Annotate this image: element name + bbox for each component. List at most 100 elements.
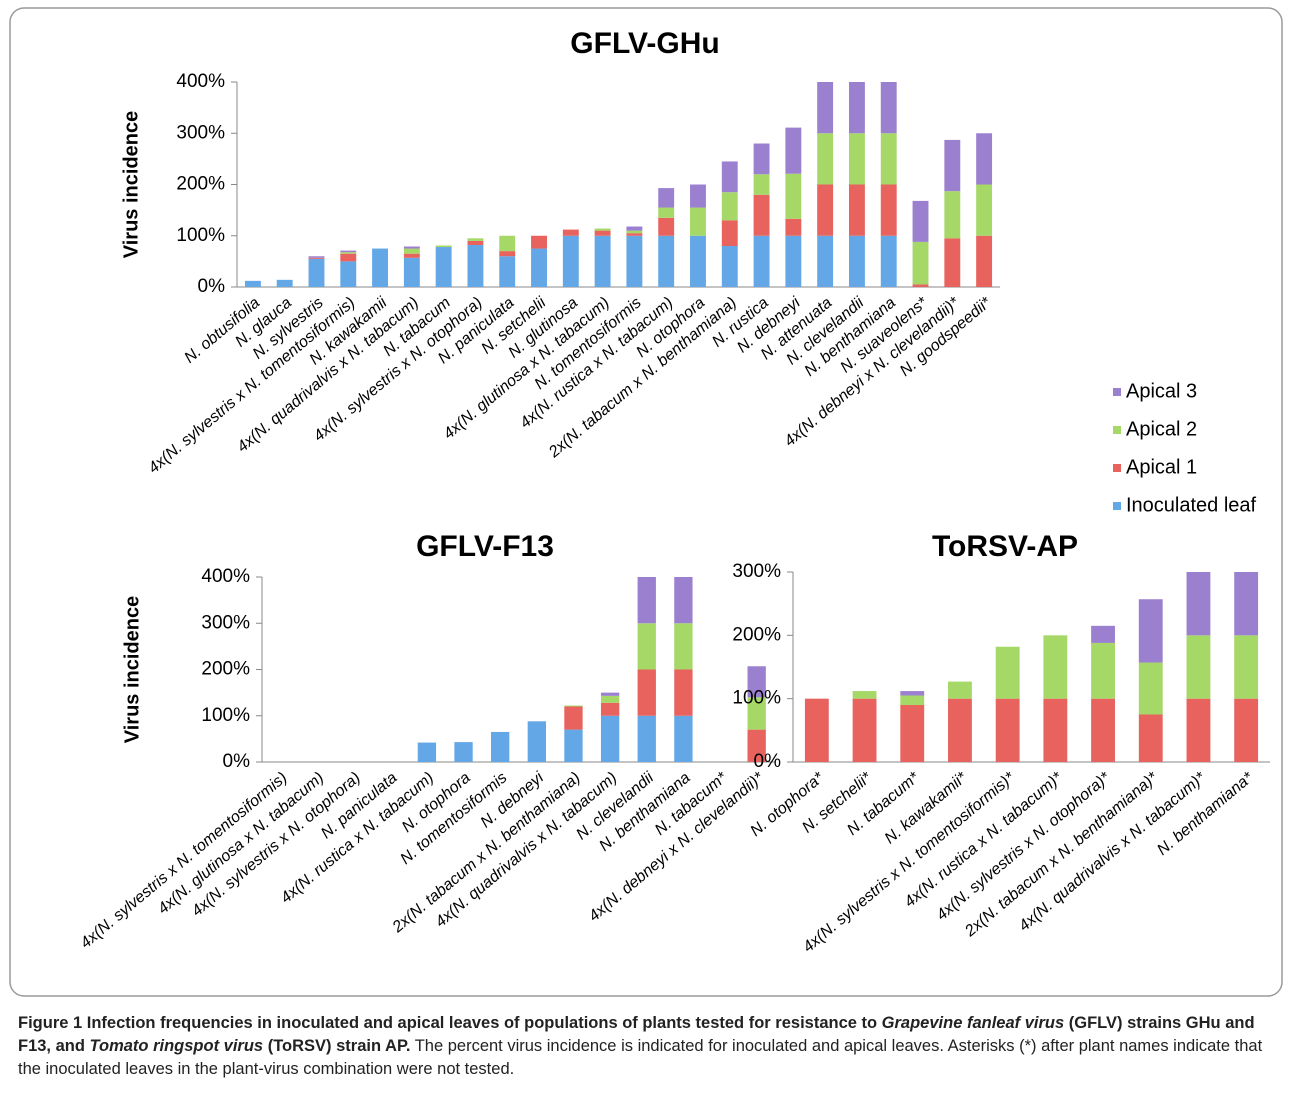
bar-segment <box>626 233 643 236</box>
bar-segment <box>527 721 546 762</box>
bar-segment <box>817 184 834 236</box>
bar-segment <box>531 235 547 249</box>
bar-segment <box>753 194 770 236</box>
bar-segment <box>848 82 865 134</box>
legend-swatch <box>1113 426 1121 434</box>
bar-segment <box>674 715 693 762</box>
bar-segment <box>564 705 583 707</box>
bar-segment <box>467 240 484 245</box>
bar-segment <box>244 280 261 287</box>
bar-segment <box>658 207 675 218</box>
bar-segment <box>1043 698 1068 762</box>
bar-segment <box>1234 698 1259 762</box>
y-tick-label: 300% <box>732 561 781 582</box>
bar-segment <box>848 235 865 287</box>
bar-segment <box>626 235 643 287</box>
caption-text: (ToRSV) strain AP. <box>263 1037 411 1055</box>
y-tick-label: 0% <box>198 276 226 297</box>
bar-segment <box>403 253 420 258</box>
legend-swatch <box>1113 502 1121 510</box>
bar-segment <box>1186 572 1211 636</box>
bar-segment <box>403 248 420 254</box>
caption-text: Figure 1 Infection frequencies in inocul… <box>18 1014 882 1032</box>
bar-segment <box>340 261 357 287</box>
bar-segment <box>976 133 993 185</box>
bar-segment <box>900 695 925 705</box>
bar-segment <box>674 623 693 670</box>
bar-segment <box>690 184 706 208</box>
bar-segment <box>454 742 473 762</box>
y-tick-label: 400% <box>176 71 225 92</box>
bar-segment <box>880 133 897 185</box>
y-tick-label: 100% <box>732 688 781 709</box>
bar-segment <box>564 729 583 762</box>
legend-label: Apical 3 <box>1126 380 1197 402</box>
legend-label: Apical 2 <box>1126 418 1197 440</box>
bar-segment <box>658 188 675 208</box>
bar-segment <box>1138 599 1163 663</box>
bar-segment <box>1138 662 1163 715</box>
legend-swatch <box>1113 464 1121 472</box>
bar-segment <box>848 184 865 236</box>
bar-segment <box>340 252 357 254</box>
bar-segment <box>785 173 802 219</box>
bar-segment <box>900 691 925 696</box>
bar-segment <box>944 191 961 239</box>
bar-segment <box>753 235 770 287</box>
chart-title: ToRSV-AP <box>932 530 1078 563</box>
bar-segment <box>564 706 583 730</box>
legend-label: Inoculated leaf <box>1126 494 1257 516</box>
bar-segment <box>435 245 452 248</box>
bar-segment <box>467 238 484 241</box>
bar-segment <box>944 238 961 287</box>
bar-segment <box>403 246 420 249</box>
bar-segment <box>995 698 1020 762</box>
bar-segment <box>912 284 929 287</box>
bar-segment <box>435 247 452 287</box>
bar-segment <box>499 256 516 287</box>
bar-segment <box>690 235 706 287</box>
bar-segment <box>1186 635 1211 699</box>
bar-segment <box>674 577 693 624</box>
bar-segment <box>417 742 437 762</box>
bar-segment <box>785 218 802 236</box>
bar-segment <box>852 698 877 762</box>
figure-frame <box>9 7 1283 997</box>
bar-segment <box>340 250 357 253</box>
caption-text: Grapevine fanleaf virus <box>881 1014 1065 1032</box>
bar-segment <box>600 715 620 762</box>
chart-title: GFLV-GHu <box>570 27 719 60</box>
bar-segment <box>562 235 579 287</box>
bar-segment <box>308 257 325 259</box>
bar-segment <box>1091 625 1115 643</box>
bar-segment <box>785 127 802 174</box>
bar-segment <box>976 235 993 287</box>
bar-segment <box>600 692 620 696</box>
bar-segment <box>1043 635 1068 699</box>
bar-segment <box>848 133 865 185</box>
bar-segment <box>562 229 579 236</box>
bar-segment <box>1234 635 1259 699</box>
y-tick-label: 200% <box>176 174 225 195</box>
bar-segment <box>637 577 656 624</box>
bar-segment <box>308 258 325 287</box>
bar-segment <box>900 705 925 762</box>
y-tick-label: 200% <box>201 659 250 680</box>
bar-segment <box>594 230 611 236</box>
bar-segment <box>626 230 643 234</box>
bar-segment <box>1234 572 1259 636</box>
bar-segment <box>674 669 693 716</box>
bar-segment <box>948 698 972 762</box>
caption-text: Tomato ringspot virus <box>89 1037 264 1055</box>
bar-segment <box>308 256 325 258</box>
bar-segment <box>852 691 877 699</box>
bar-segment <box>721 220 738 246</box>
y-tick-label: 300% <box>201 612 250 633</box>
bar-segment <box>637 715 656 762</box>
bar-segment <box>804 698 829 762</box>
bar-segment <box>880 82 897 134</box>
bar-segment <box>531 248 547 287</box>
bar-segment <box>721 161 738 193</box>
bar-segment <box>637 669 656 716</box>
bar-segment <box>753 174 770 195</box>
